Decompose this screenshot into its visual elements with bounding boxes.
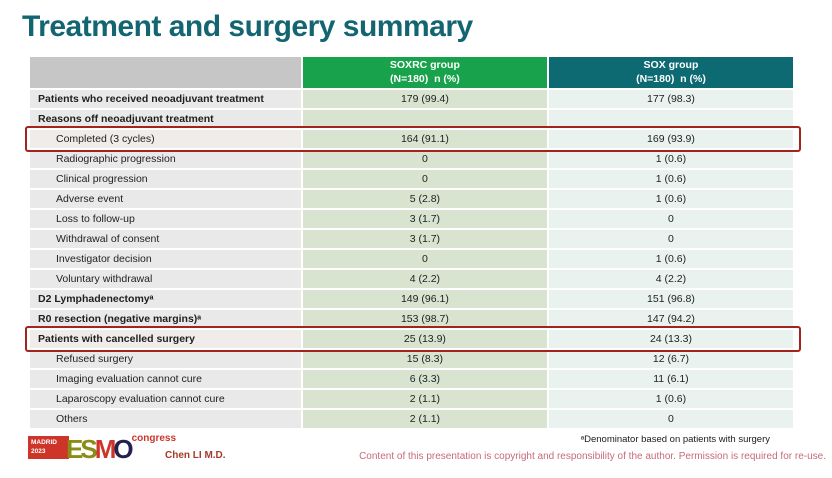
esmo-letter-m: M xyxy=(94,433,117,464)
sox-value-cell: 151 (96.8) xyxy=(548,290,793,308)
soxrc-value-cell: 3 (1.7) xyxy=(302,210,547,228)
table-row: Voluntary withdrawal 4 (2.2) 4 (2.2) xyxy=(30,270,793,288)
soxrc-value-cell: 4 (2.2) xyxy=(302,270,547,288)
madrid-2023-badge: MADRID 2023 xyxy=(28,436,69,459)
sox-value-cell: 1 (0.6) xyxy=(548,190,793,208)
row-label-cell: Loss to follow-up xyxy=(30,210,301,228)
soxrc-header-title: SOXRC group xyxy=(389,58,460,71)
row-label-cell: R0 resection (negative margins)ᵃ xyxy=(30,310,301,328)
row-label-cell: Reasons off neoadjuvant treatment xyxy=(30,110,301,128)
soxrc-value-cell: 2 (1.1) xyxy=(302,410,547,428)
congress-label: congress xyxy=(131,433,177,444)
row-label-cell: Clinical progression xyxy=(30,170,301,188)
table-row: D2 Lymphadenectomyᵃ 149 (96.1) 151 (96.8… xyxy=(30,290,793,308)
sox-value-cell: 11 (6.1) xyxy=(548,370,793,388)
soxrc-header-sub: (N=180) n (%) xyxy=(390,72,460,85)
page-title: Treatment and surgery summary xyxy=(22,10,473,43)
table-body: Patients who received neoadjuvant treatm… xyxy=(25,90,801,428)
soxrc-value-cell: 15 (8.3) xyxy=(302,350,547,368)
sox-value-cell: 4 (2.2) xyxy=(548,270,793,288)
table-row: Loss to follow-up 3 (1.7) 0 xyxy=(30,210,793,228)
copyright-notice: Content of this presentation is copyrigh… xyxy=(359,451,826,462)
soxrc-value-cell: 0 xyxy=(302,250,547,268)
year-label: 2023 xyxy=(31,447,46,455)
sox-value-cell: 0 xyxy=(548,230,793,248)
table-row: Patients with cancelled surgery 25 (13.9… xyxy=(25,326,801,352)
table-row: Adverse event 5 (2.8) 1 (0.6) xyxy=(30,190,793,208)
soxrc-value-cell: 0 xyxy=(302,150,547,168)
esmo-wordmark: ESMO xyxy=(66,436,134,462)
table-row: Refused surgery 15 (8.3) 12 (6.7) xyxy=(30,350,793,368)
soxrc-value-cell xyxy=(302,110,547,128)
summary-table: SOXRC group (N=180) n (%) SOX group (N=1… xyxy=(25,57,801,430)
sox-value-cell: 1 (0.6) xyxy=(548,250,793,268)
table-row: Clinical progression 0 1 (0.6) xyxy=(30,170,793,188)
madrid-label: MADRID xyxy=(31,439,57,447)
sox-value-cell: 1 (0.6) xyxy=(548,390,793,408)
sox-header-cell: SOX group (N=180) n (%) xyxy=(548,57,793,88)
soxrc-value-cell: 164 (91.1) xyxy=(302,130,547,148)
row-label-cell: Withdrawal of consent xyxy=(30,230,301,248)
table-row: Radiographic progression 0 1 (0.6) xyxy=(30,150,793,168)
row-label-cell: Patients who received neoadjuvant treatm… xyxy=(30,90,301,108)
esmo-letter-s: S xyxy=(80,433,97,464)
sox-value-cell: 0 xyxy=(548,210,793,228)
corner-cell xyxy=(30,57,301,88)
table-footnote: ᵃDenominator based on patients with surg… xyxy=(580,434,770,445)
row-label-cell: Radiographic progression xyxy=(30,150,301,168)
esmo-letter-o: O xyxy=(113,433,133,464)
table-row: Withdrawal of consent 3 (1.7) 0 xyxy=(30,230,793,248)
table-row: Reasons off neoadjuvant treatment xyxy=(30,110,793,128)
presenter-name: Chen LI M.D. xyxy=(165,450,226,461)
sox-value-cell: 24 (13.3) xyxy=(548,330,793,348)
table-row: Laparoscopy evaluation cannot cure 2 (1.… xyxy=(30,390,793,408)
table-row: Investigator decision 0 1 (0.6) xyxy=(30,250,793,268)
row-label-cell: Voluntary withdrawal xyxy=(30,270,301,288)
esmo-letter-e: E xyxy=(66,433,83,464)
table-header-row: SOXRC group (N=180) n (%) SOX group (N=1… xyxy=(30,57,793,88)
table-row: Completed (3 cycles) 164 (91.1) 169 (93.… xyxy=(25,126,801,152)
soxrc-value-cell: 179 (99.4) xyxy=(302,90,547,108)
soxrc-value-cell: 149 (96.1) xyxy=(302,290,547,308)
sox-value-cell: 177 (98.3) xyxy=(548,90,793,108)
sox-value-cell: 1 (0.6) xyxy=(548,170,793,188)
sox-header-title: SOX group xyxy=(643,58,699,71)
soxrc-value-cell: 2 (1.1) xyxy=(302,390,547,408)
table-row: Patients who received neoadjuvant treatm… xyxy=(30,90,793,108)
row-label-cell: Laparoscopy evaluation cannot cure xyxy=(30,390,301,408)
soxrc-value-cell: 3 (1.7) xyxy=(302,230,547,248)
table-row: Imaging evaluation cannot cure 6 (3.3) 1… xyxy=(30,370,793,388)
row-label-cell: Patients with cancelled surgery xyxy=(30,330,301,348)
soxrc-value-cell: 6 (3.3) xyxy=(302,370,547,388)
row-label-cell: Completed (3 cycles) xyxy=(30,130,301,148)
sox-value-cell: 1 (0.6) xyxy=(548,150,793,168)
row-label-cell: D2 Lymphadenectomyᵃ xyxy=(30,290,301,308)
row-label-cell: Others xyxy=(30,410,301,428)
soxrc-value-cell: 0 xyxy=(302,170,547,188)
row-label-cell: Investigator decision xyxy=(30,250,301,268)
sox-value-cell: 12 (6.7) xyxy=(548,350,793,368)
table-row: R0 resection (negative margins)ᵃ 153 (98… xyxy=(30,310,793,328)
sox-value-cell: 0 xyxy=(548,410,793,428)
sox-value-cell xyxy=(548,110,793,128)
sox-value-cell: 169 (93.9) xyxy=(548,130,793,148)
soxrc-value-cell: 5 (2.8) xyxy=(302,190,547,208)
sox-value-cell: 147 (94.2) xyxy=(548,310,793,328)
esmo-congress-logo: MADRID 2023 ESMO congress xyxy=(28,433,177,462)
soxrc-header-cell: SOXRC group (N=180) n (%) xyxy=(302,57,547,88)
sox-header-sub: (N=180) n (%) xyxy=(636,72,706,85)
table-row: Others 2 (1.1) 0 xyxy=(30,410,793,428)
row-label-cell: Adverse event xyxy=(30,190,301,208)
row-label-cell: Imaging evaluation cannot cure xyxy=(30,370,301,388)
row-label-cell: Refused surgery xyxy=(30,350,301,368)
soxrc-value-cell: 25 (13.9) xyxy=(302,330,547,348)
soxrc-value-cell: 153 (98.7) xyxy=(302,310,547,328)
